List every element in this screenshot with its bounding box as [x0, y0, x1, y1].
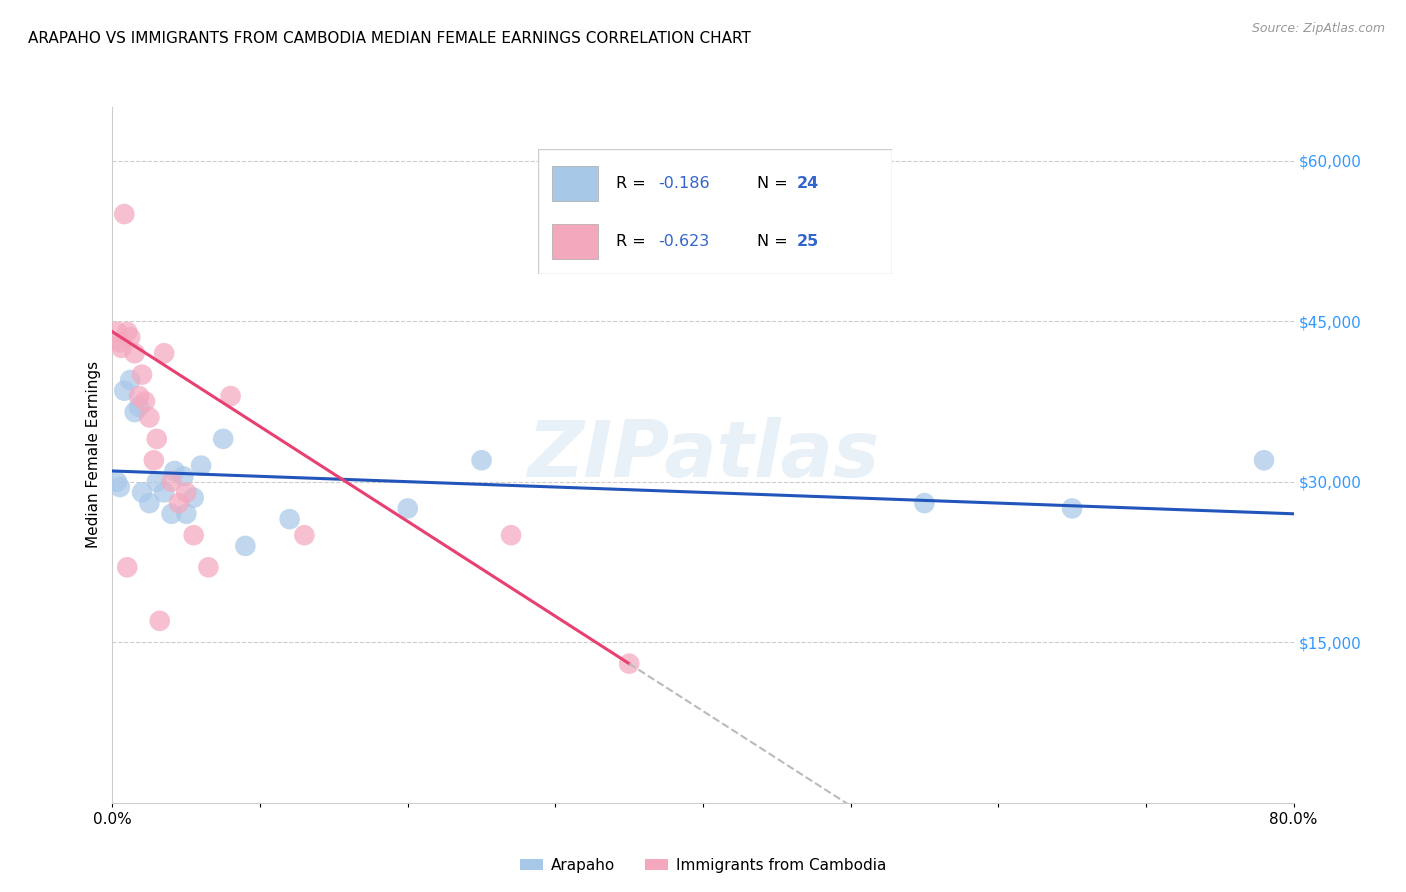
Point	[105, 475, 128, 489]
Point	[146, 475, 169, 489]
Text: 25: 25	[796, 234, 818, 249]
Point	[146, 432, 169, 446]
Point	[108, 335, 131, 350]
Point	[233, 539, 256, 553]
Point	[105, 325, 128, 339]
Point	[108, 480, 131, 494]
Point	[134, 394, 156, 409]
Point	[124, 346, 146, 360]
Point	[120, 330, 142, 344]
Point	[110, 341, 132, 355]
Point	[124, 405, 146, 419]
Point	[117, 560, 138, 574]
Text: R =: R =	[616, 234, 651, 249]
Point	[138, 496, 160, 510]
Point	[128, 400, 150, 414]
Point	[501, 528, 523, 542]
Point	[174, 507, 197, 521]
Point	[112, 207, 135, 221]
Text: R =: R =	[616, 177, 651, 192]
Point	[120, 373, 142, 387]
Point	[142, 453, 165, 467]
Point	[131, 368, 153, 382]
Point	[470, 453, 494, 467]
Point	[619, 657, 641, 671]
Point	[278, 512, 301, 526]
Text: N =: N =	[758, 234, 793, 249]
Y-axis label: Median Female Earnings: Median Female Earnings	[86, 361, 101, 549]
Point	[153, 346, 176, 360]
Point	[190, 458, 212, 473]
Point	[131, 485, 153, 500]
Point	[914, 496, 936, 510]
Bar	[551, 224, 598, 259]
Text: N =: N =	[758, 177, 793, 192]
Point	[197, 560, 219, 574]
Point	[219, 389, 242, 403]
Point	[138, 410, 160, 425]
Text: 24: 24	[796, 177, 818, 192]
Point	[160, 475, 183, 489]
FancyBboxPatch shape	[537, 149, 891, 274]
Point	[396, 501, 419, 516]
Point	[112, 384, 135, 398]
Bar	[551, 166, 598, 202]
Text: ARAPAHO VS IMMIGRANTS FROM CAMBODIA MEDIAN FEMALE EARNINGS CORRELATION CHART: ARAPAHO VS IMMIGRANTS FROM CAMBODIA MEDI…	[28, 31, 751, 46]
Point	[128, 389, 150, 403]
Point	[212, 432, 235, 446]
Point	[172, 469, 194, 483]
Point	[117, 325, 138, 339]
Point	[183, 528, 205, 542]
Point	[167, 496, 190, 510]
Text: ZIPatlas: ZIPatlas	[527, 417, 879, 493]
Point	[160, 507, 183, 521]
Point	[149, 614, 172, 628]
Point	[292, 528, 315, 542]
Point	[1253, 453, 1275, 467]
Legend: Arapaho, Immigrants from Cambodia: Arapaho, Immigrants from Cambodia	[513, 852, 893, 879]
Point	[153, 485, 176, 500]
Point	[183, 491, 205, 505]
Point	[174, 485, 197, 500]
Point	[163, 464, 186, 478]
Point	[1062, 501, 1084, 516]
Text: -0.186: -0.186	[658, 177, 710, 192]
Text: -0.623: -0.623	[658, 234, 710, 249]
Text: Source: ZipAtlas.com: Source: ZipAtlas.com	[1251, 22, 1385, 36]
